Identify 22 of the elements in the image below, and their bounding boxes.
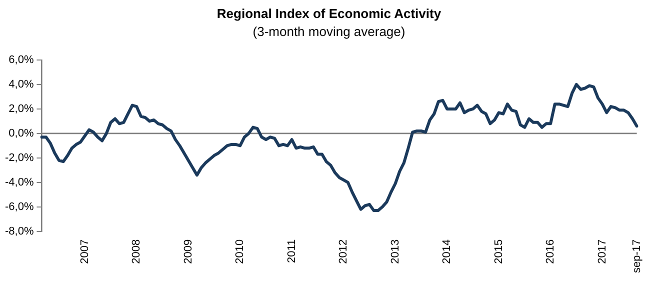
y-tick-label: 4,0% xyxy=(8,78,34,91)
y-tick-label: 6,0% xyxy=(8,54,34,66)
y-tick-label: 2,0% xyxy=(8,102,34,115)
y-tick-label: 0,0% xyxy=(8,127,34,140)
x-tick-label: 2012 xyxy=(338,239,350,264)
chart-subtitle: (3-month moving average) xyxy=(252,24,406,39)
y-tick-label: -6,0% xyxy=(4,200,34,213)
y-tick-label: -4,0% xyxy=(4,176,34,188)
x-tick-label: 2010 xyxy=(234,239,246,264)
x-tick-label: 2017 xyxy=(596,239,608,264)
x-tick-label: 2014 xyxy=(441,239,454,264)
x-tick-label: 2007 xyxy=(78,239,91,264)
x-tick-label: 2011 xyxy=(286,239,298,264)
y-tick-label: -2,0% xyxy=(4,152,34,164)
x-tick-label: 2008 xyxy=(130,239,143,264)
x-tick-label: 2015 xyxy=(492,239,505,264)
x-tick-label: 2009 xyxy=(182,239,194,264)
x-tick-label: sep-17 xyxy=(630,239,643,274)
y-tick-label: -8,0% xyxy=(4,225,34,238)
x-tick-label: 2016 xyxy=(544,239,557,264)
x-tick-label: 2013 xyxy=(389,239,402,264)
chart-title: Regional Index of Economic Activity xyxy=(216,6,442,21)
